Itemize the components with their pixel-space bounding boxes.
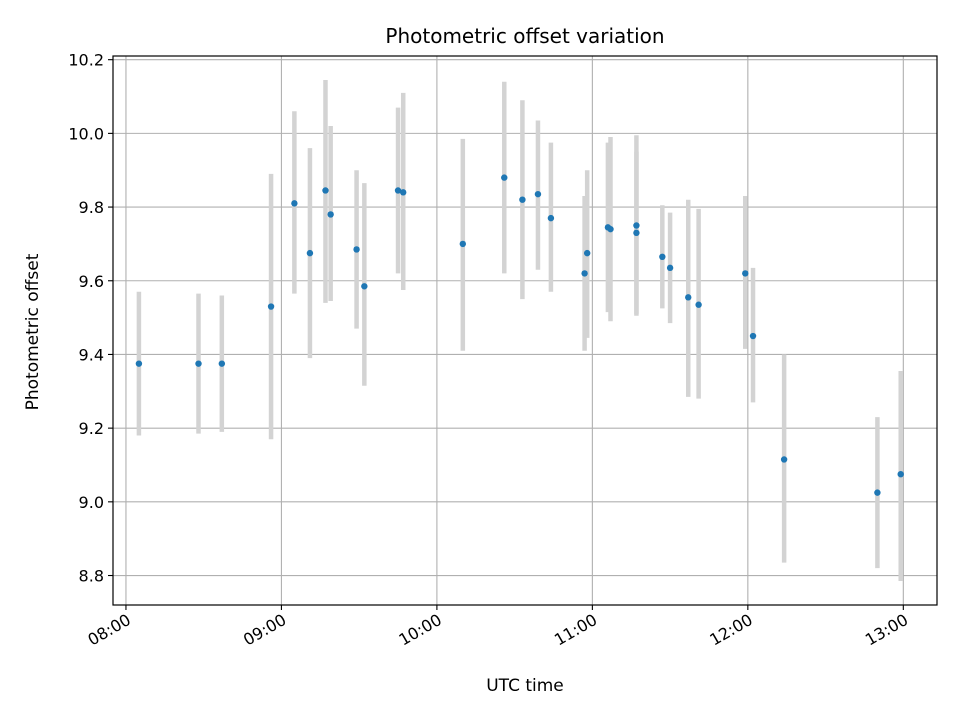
data-point <box>394 187 402 194</box>
data-point <box>353 246 360 253</box>
plot-frame <box>112 55 938 606</box>
data-point <box>685 294 692 301</box>
y-tick-label: 9.8 <box>79 198 104 217</box>
data-point <box>400 189 407 196</box>
data-point <box>695 301 702 308</box>
data-point <box>135 360 143 367</box>
grid <box>113 56 937 605</box>
data-point <box>322 187 329 194</box>
data-point <box>897 470 904 478</box>
data-point <box>306 249 314 257</box>
data-point <box>874 489 881 496</box>
data-point <box>218 360 226 367</box>
y-tick-label: 9.4 <box>79 345 104 364</box>
data-point <box>459 240 467 248</box>
data-point <box>749 332 757 340</box>
data-point <box>581 270 588 277</box>
data-point <box>607 225 614 233</box>
data-point <box>195 360 202 367</box>
y-axis-title: Photometric offset <box>23 253 43 410</box>
data-point <box>742 270 749 277</box>
y-tick-label: 9.6 <box>79 272 104 291</box>
data-point <box>633 222 640 229</box>
data-point <box>659 253 666 261</box>
data-point <box>519 196 526 203</box>
chart-title: Photometric offset variation <box>385 24 664 48</box>
y-tick-label: 9.2 <box>79 419 104 438</box>
y-tick-label: 10.2 <box>68 51 104 70</box>
y-tick-label: 8.8 <box>79 567 104 586</box>
data-point <box>361 283 368 290</box>
data-point <box>666 264 674 272</box>
data-point <box>267 303 275 310</box>
data-point <box>583 249 591 257</box>
data-point <box>547 214 555 222</box>
data-points <box>135 174 904 496</box>
y-tick-label: 10.0 <box>68 124 104 143</box>
data-point <box>633 229 640 237</box>
data-point <box>780 456 788 463</box>
data-point <box>501 174 508 181</box>
data-point <box>534 190 542 198</box>
x-axis-title: UTC time <box>486 676 564 696</box>
data-point <box>327 211 334 218</box>
data-point <box>291 200 298 207</box>
y-tick-label: 9.0 <box>79 493 104 512</box>
